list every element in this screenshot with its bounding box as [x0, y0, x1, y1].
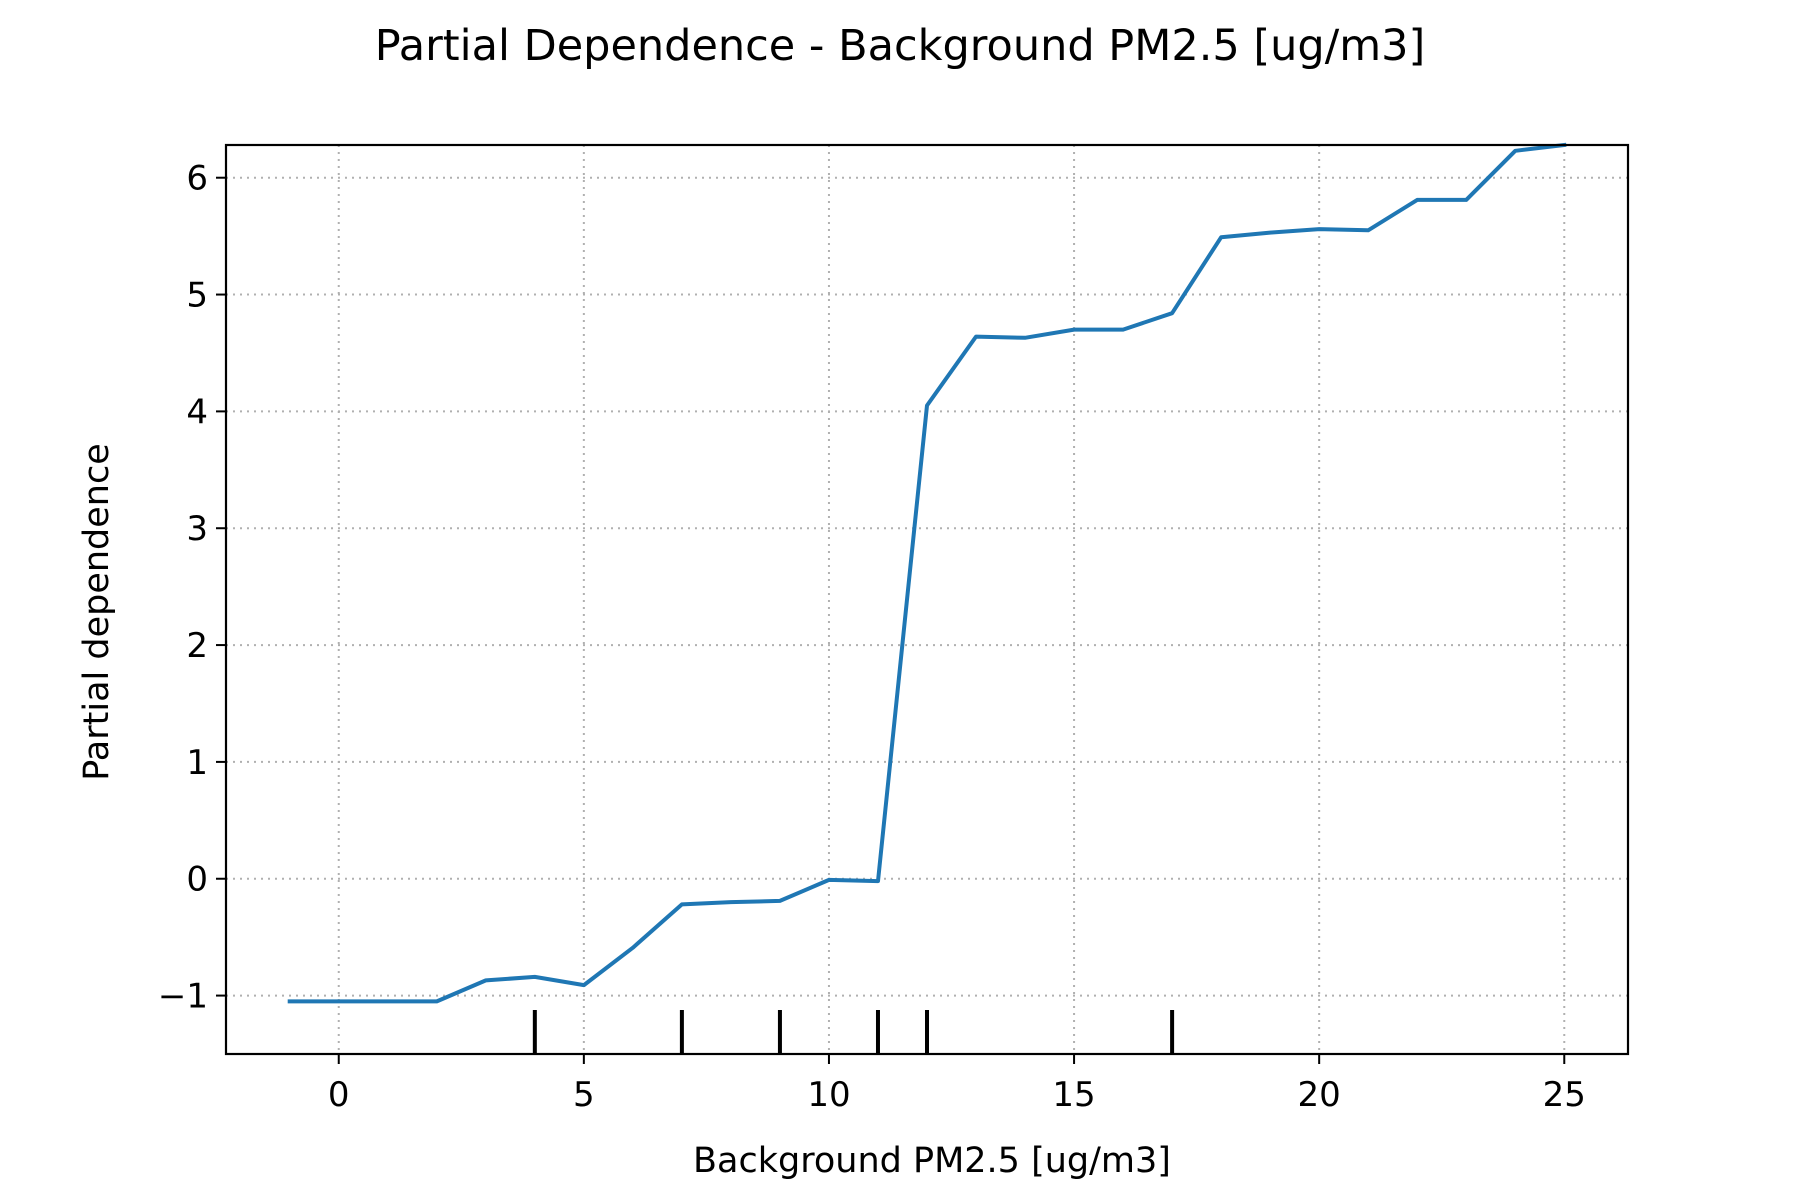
plot-frame [224, 143, 1630, 1056]
x-tick-label: 25 [1543, 1075, 1586, 1115]
y-tick-label: 2 [186, 626, 208, 666]
x-tick-label: 0 [328, 1075, 350, 1115]
y-axis-label: Partial dependence [77, 443, 117, 781]
x-tick-label: 15 [1052, 1075, 1095, 1115]
y-tick-label: 6 [186, 159, 208, 199]
y-tick-label: 3 [186, 509, 208, 549]
y-axis-ticks: −1 0 1 2 3 4 5 6 [158, 159, 226, 1017]
series-line [287, 142, 1567, 1004]
y-tick-label: −1 [158, 977, 208, 1017]
x-axis-ticks: 0 5 10 15 20 25 [328, 1054, 1586, 1115]
rug-marks [532, 1010, 1175, 1054]
x-tick-label: 5 [573, 1075, 595, 1115]
chart-title: Partial Dependence - Background PM2.5 [u… [375, 21, 1425, 71]
series-lines [287, 142, 1567, 1004]
y-tick-label: 0 [186, 860, 208, 900]
x-tick-label: 20 [1298, 1075, 1341, 1115]
x-tick-label: 10 [807, 1075, 850, 1115]
y-tick-label: 5 [186, 276, 208, 316]
x-axis-label: Background PM2.5 [ug/m3] [693, 1141, 1171, 1181]
y-tick-label: 1 [186, 743, 208, 783]
grid-lines [226, 145, 1628, 1054]
y-tick-label: 4 [186, 392, 208, 432]
